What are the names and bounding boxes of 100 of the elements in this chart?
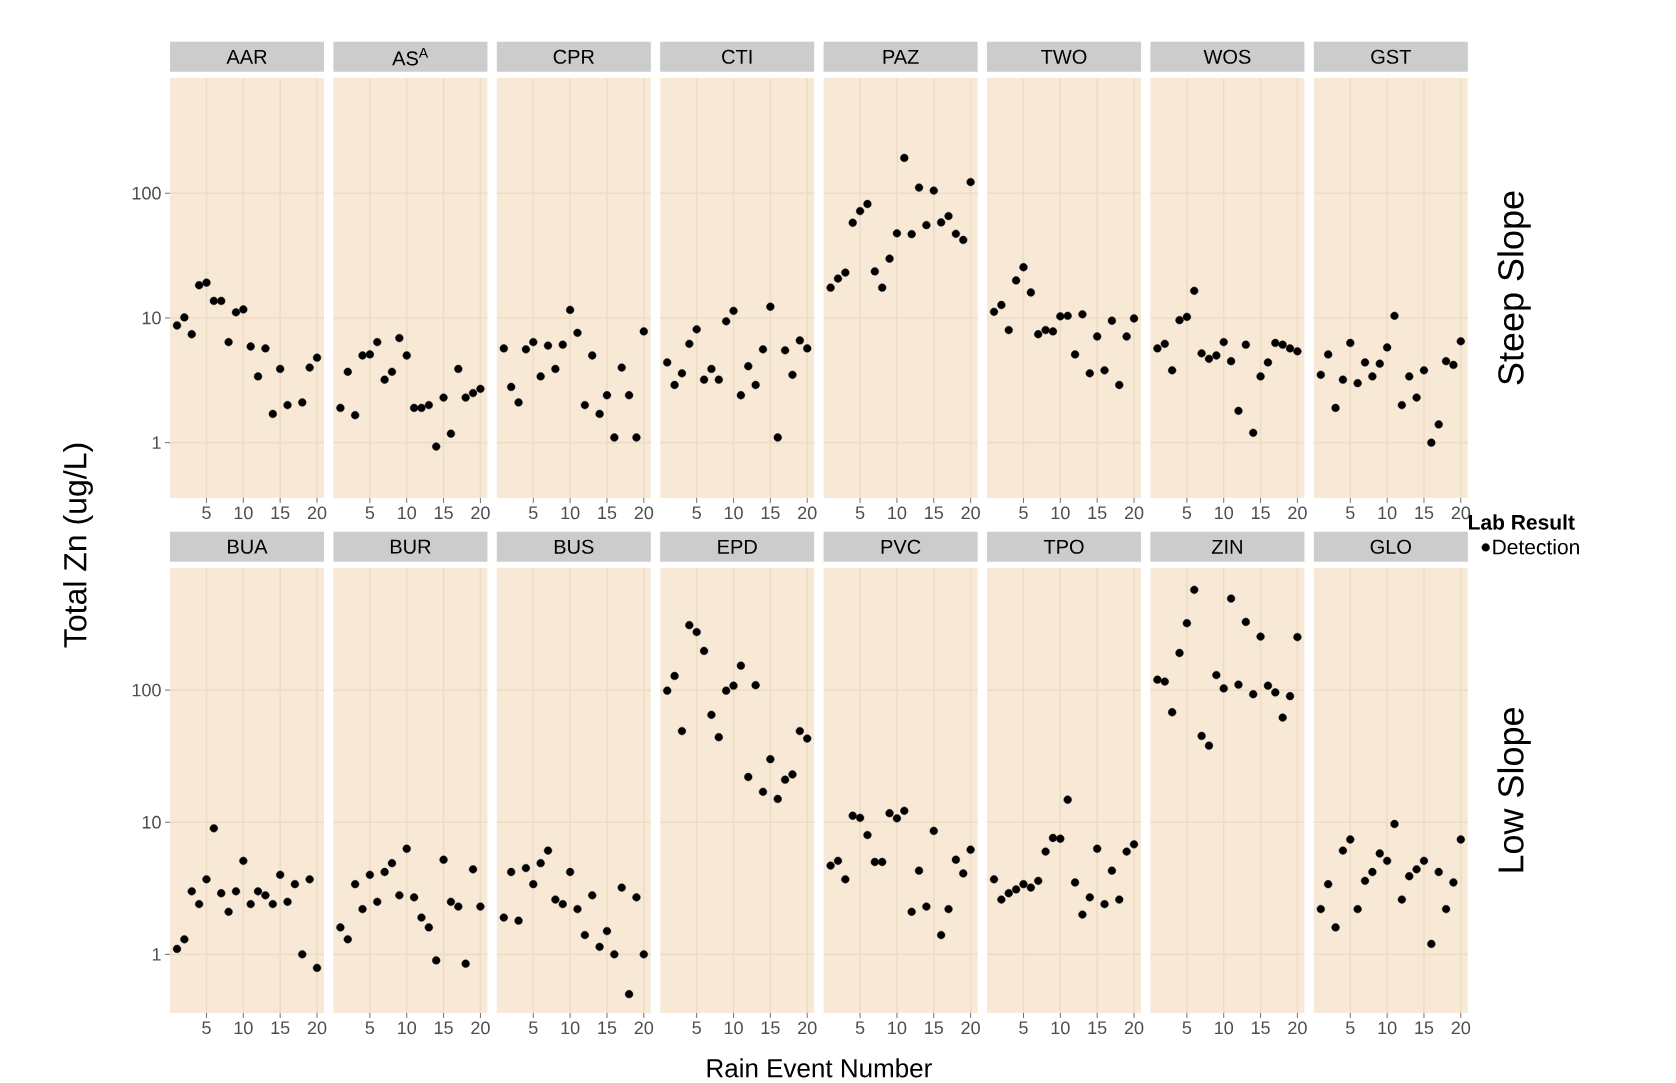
- point: [1212, 351, 1221, 360]
- point: [566, 867, 575, 877]
- point: [1434, 867, 1443, 877]
- point: [195, 900, 204, 909]
- point: [246, 342, 255, 351]
- point: [187, 887, 196, 896]
- point: [758, 787, 768, 796]
- point: [1168, 366, 1177, 375]
- x-tick-label: 5: [202, 1021, 211, 1035]
- x-tick-label: 10: [398, 1021, 417, 1035]
- point: [588, 891, 597, 900]
- point: [551, 895, 560, 904]
- point: [729, 681, 738, 690]
- point: [1375, 849, 1384, 858]
- point: [773, 794, 782, 804]
- point: [951, 855, 960, 864]
- point: [929, 186, 938, 195]
- point: [1324, 350, 1333, 359]
- point: [514, 916, 523, 925]
- point: [944, 905, 953, 914]
- point: [1122, 847, 1131, 856]
- x-tick-label: 10: [561, 1021, 580, 1035]
- point: [1368, 372, 1377, 381]
- x-tick-label: 15: [1088, 1021, 1107, 1035]
- x-tick-label: 20: [1451, 1021, 1471, 1035]
- point: [1234, 406, 1243, 415]
- point: [870, 857, 879, 867]
- point: [312, 353, 322, 362]
- point: [617, 363, 626, 372]
- point: [602, 926, 612, 936]
- point: [1316, 905, 1325, 914]
- x-tick-label: 5: [529, 506, 538, 520]
- point: [1353, 905, 1362, 914]
- point: [454, 364, 463, 374]
- x-tick-label: 10: [1051, 1021, 1070, 1035]
- point: [499, 344, 508, 353]
- point: [997, 300, 1006, 310]
- point: [617, 883, 626, 892]
- point: [365, 870, 374, 879]
- point: [1041, 847, 1050, 856]
- point: [202, 875, 211, 884]
- point: [209, 296, 218, 305]
- chart-title: AS$^{A}$: [392, 48, 429, 66]
- chart-title: CTI: [722, 49, 752, 64]
- point: [409, 893, 419, 902]
- chart-title: ZIN: [1211, 539, 1242, 554]
- point: [1271, 338, 1280, 348]
- x-tick-label: 10: [561, 506, 580, 520]
- point: [276, 870, 285, 879]
- point: [729, 306, 738, 315]
- point: [855, 206, 865, 216]
- x-tick-label: 15: [1251, 506, 1270, 520]
- point: [558, 900, 567, 909]
- point: [1182, 619, 1191, 628]
- point: [461, 393, 470, 402]
- point: [766, 755, 775, 764]
- point: [417, 403, 426, 412]
- point: [1456, 835, 1465, 844]
- point: [1412, 865, 1421, 874]
- point: [989, 875, 999, 884]
- point: [1256, 632, 1265, 641]
- point: [1204, 354, 1214, 363]
- x-tick-label: 10: [234, 506, 253, 520]
- point: [1397, 895, 1406, 904]
- chart-title: TWO: [1041, 49, 1087, 64]
- point: [402, 844, 411, 853]
- point: [1122, 332, 1131, 341]
- point: [639, 327, 648, 336]
- point: [558, 340, 567, 349]
- point: [1456, 337, 1465, 346]
- point: [312, 963, 322, 972]
- point: [929, 826, 938, 835]
- point: [714, 375, 723, 384]
- point: [1004, 325, 1013, 335]
- point: [580, 401, 589, 410]
- point: [833, 856, 843, 865]
- point: [217, 296, 226, 305]
- point: [892, 229, 902, 238]
- x-tick-label: 20: [1451, 506, 1471, 520]
- x-tick-label: 5: [855, 1021, 865, 1035]
- chart-title: PVC: [881, 539, 921, 554]
- point: [624, 990, 634, 999]
- x-tick-label: 15: [598, 506, 617, 520]
- point: [1390, 819, 1399, 829]
- point: [1419, 366, 1429, 375]
- point: [685, 339, 694, 348]
- point: [736, 661, 745, 670]
- point: [588, 351, 597, 360]
- x-tick-label: 15: [925, 1021, 944, 1035]
- legend-title: Lab Result: [1469, 514, 1575, 530]
- point: [1256, 372, 1265, 381]
- point: [551, 364, 560, 374]
- point: [1129, 314, 1139, 323]
- y-tick-label: 1: [152, 436, 161, 449]
- y-tick-label: 100: [132, 683, 161, 697]
- point: [1263, 358, 1273, 367]
- point: [1219, 338, 1228, 347]
- point: [699, 646, 709, 656]
- point: [409, 403, 419, 412]
- point: [336, 923, 345, 932]
